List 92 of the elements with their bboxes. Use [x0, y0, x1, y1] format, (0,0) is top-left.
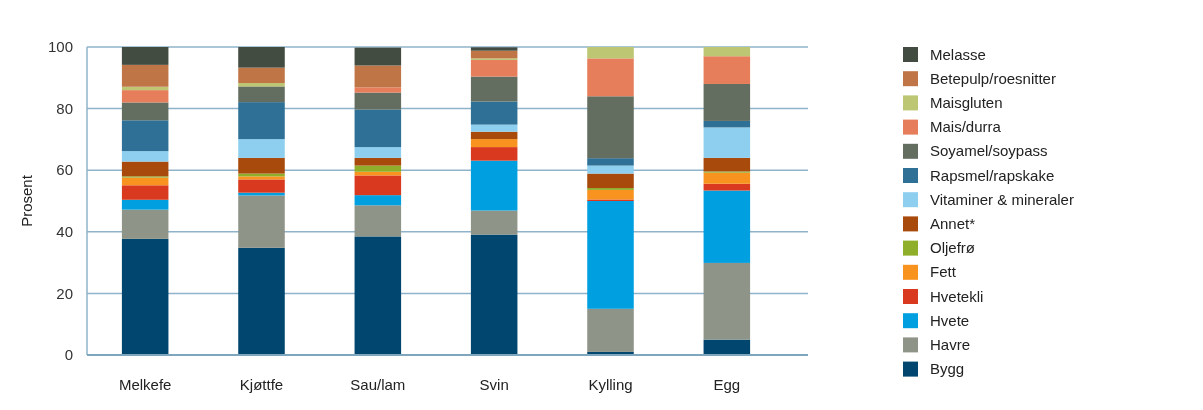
bar	[354, 109, 402, 148]
x-tick-label: Svin	[479, 376, 509, 393]
bar	[121, 47, 169, 65]
bar	[121, 238, 169, 355]
legend-label: Hvete	[930, 311, 970, 329]
x-tick-label: Kjøttfe	[239, 376, 284, 393]
bar	[238, 179, 285, 193]
bar	[587, 165, 634, 174]
bar	[587, 189, 634, 200]
legend-label: Hvetekli	[930, 287, 984, 305]
bar	[470, 139, 518, 148]
bar	[238, 247, 285, 355]
y-tick-label: 20	[56, 284, 73, 302]
bar	[354, 157, 402, 166]
bar	[703, 172, 751, 184]
bar	[121, 151, 169, 162]
bar	[703, 120, 751, 128]
bar	[470, 210, 518, 235]
bar	[238, 157, 285, 174]
bar	[587, 47, 634, 59]
bar	[470, 59, 518, 77]
bar	[470, 160, 518, 211]
bar	[703, 56, 751, 84]
bar	[121, 177, 169, 186]
legend-label: Betepulp/roesnitter	[930, 69, 1056, 87]
y-axis-title: Prosent	[18, 174, 35, 227]
y-tick-label: 40	[56, 223, 73, 241]
legend-label: Melasse	[930, 45, 986, 63]
bar	[354, 195, 402, 206]
bar	[703, 183, 751, 191]
bar	[121, 185, 169, 200]
bar	[587, 201, 634, 309]
bar	[703, 83, 751, 121]
x-tick-label: Egg	[713, 376, 741, 393]
bar	[470, 76, 518, 102]
y-tick-label: 60	[56, 161, 73, 179]
bar	[238, 102, 285, 140]
legend-label: Soyamel/soypass	[930, 142, 1048, 160]
bar	[470, 50, 518, 59]
bar	[703, 262, 751, 340]
x-tick-label: Sau/lam	[350, 376, 406, 393]
legend-label: Fett	[930, 263, 957, 281]
bar	[587, 308, 634, 352]
y-tick-label: 80	[56, 99, 73, 117]
y-tick-label: 100	[47, 38, 73, 56]
bar	[703, 339, 751, 355]
legend-label: Bygg	[930, 360, 965, 378]
bar	[587, 173, 634, 189]
bar	[238, 195, 285, 248]
bar	[470, 124, 518, 132]
legend-label: Annet*	[930, 214, 976, 232]
bar	[354, 65, 402, 88]
bar	[121, 90, 169, 103]
bar	[470, 234, 518, 355]
legend-label: Maisgluten	[930, 93, 1003, 111]
bar	[587, 96, 634, 159]
bar	[121, 199, 169, 210]
legend-label: Rapsmel/rapskake	[930, 166, 1055, 184]
bar	[703, 127, 751, 158]
legend-label: Havre	[930, 335, 971, 353]
x-tick-label: Kylling	[588, 376, 633, 393]
bar	[354, 147, 402, 158]
bar	[354, 236, 402, 355]
bar	[354, 87, 402, 93]
x-tick-label: Melkefe	[118, 376, 172, 393]
bar	[238, 139, 285, 158]
bar	[354, 175, 402, 196]
legend-label: Vitaminer & mineraler	[930, 190, 1074, 208]
bar	[470, 131, 518, 140]
bar	[354, 205, 402, 237]
bar	[703, 190, 751, 263]
legend-label: Oljefrø	[930, 239, 975, 257]
bar	[238, 67, 285, 84]
bar	[238, 86, 285, 103]
bar	[587, 158, 634, 166]
bar	[121, 102, 169, 121]
bar	[354, 165, 402, 172]
bar	[121, 120, 169, 152]
bar	[703, 47, 751, 57]
bar	[354, 92, 402, 110]
bar	[703, 157, 751, 172]
bar	[470, 47, 518, 51]
y-tick-label: 0	[64, 346, 73, 364]
bar	[470, 101, 518, 125]
bar	[470, 147, 518, 161]
bar	[587, 58, 634, 97]
bar	[121, 209, 169, 239]
bar	[238, 47, 285, 68]
bar	[354, 47, 402, 66]
bar	[121, 161, 169, 177]
legend-label: Mais/durra	[930, 118, 1002, 136]
bar	[121, 64, 169, 87]
